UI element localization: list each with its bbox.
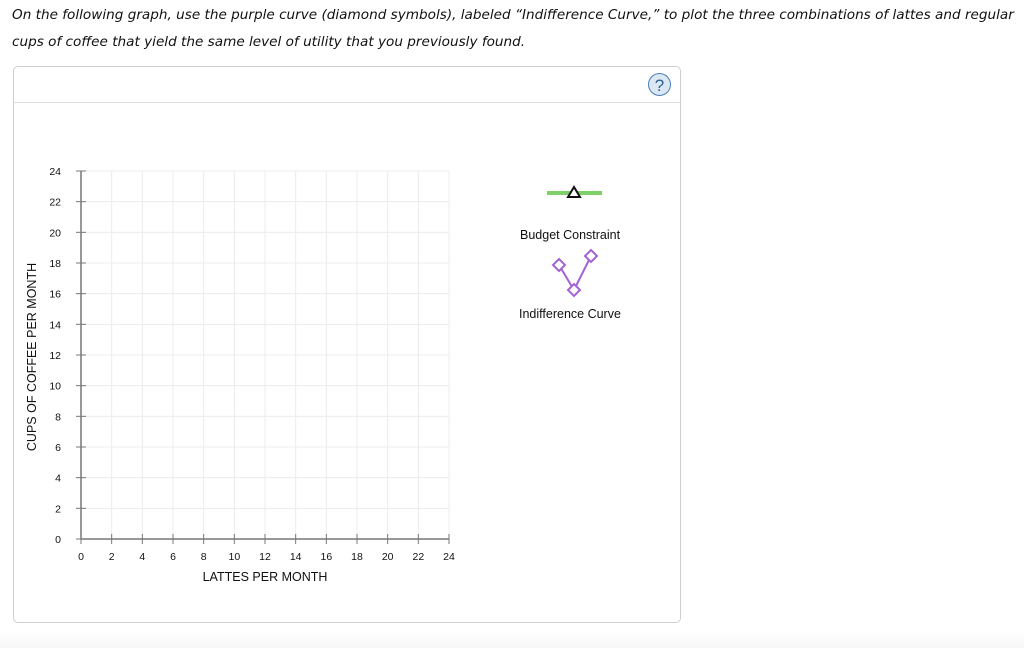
y-axis-label: CUPS OF COFFEE PER MONTH [25,263,39,451]
x-tick-label: 18 [351,551,363,563]
x-tick-label: 12 [259,551,271,563]
diamond-icon [551,257,567,273]
help-icon[interactable]: ? [648,73,671,96]
y-tick-label: 0 [55,534,61,546]
legend-budget-constraint-tool[interactable] [547,185,602,198]
graph-panel: ? [13,66,681,623]
y-tick-label: 10 [49,381,61,393]
x-tick-label: 24 [443,551,455,563]
legend-label-budget-constraint: Budget Constraint [520,228,621,242]
instructions-text: On the following graph, use the purple c… [12,7,1014,50]
panel-header: ? [14,67,680,103]
x-tick-label: 22 [412,551,424,563]
x-tick-label: 4 [139,551,145,563]
grid-lines [81,170,450,539]
x-tick-label: 14 [290,551,302,563]
x-tick-label: 20 [382,551,394,563]
y-tick-label: 4 [55,473,61,485]
page-bottom-edge [0,630,1024,648]
y-tick-label: 14 [49,319,61,331]
x-tick-label: 2 [109,551,115,563]
y-tick-label: 8 [55,411,61,423]
x-tick-label: 6 [170,551,176,563]
y-tick-label: 24 [49,166,61,178]
x-tick-label: 8 [201,551,207,563]
legend-label-indifference-curve: Indifference Curve [519,307,621,321]
y-tick-label: 20 [49,227,61,239]
x-tick-label: 16 [320,551,332,563]
diamond-icon [566,282,582,298]
y-tick-label: 6 [55,442,61,454]
y-tick-label: 22 [49,197,61,209]
y-tick-label: 2 [55,503,61,515]
y-tick-label: 16 [49,289,61,301]
triangle-icon [566,185,582,198]
x-axis-label: LATTES PER MONTH [203,570,328,584]
y-tick-label: 18 [49,258,61,270]
legend-indifference-curve-tool[interactable] [551,248,599,298]
y-tick-label: 12 [49,350,61,362]
x-tick-label: 0 [78,551,84,563]
diamond-icon [583,248,599,264]
x-tick-label: 10 [228,551,240,563]
